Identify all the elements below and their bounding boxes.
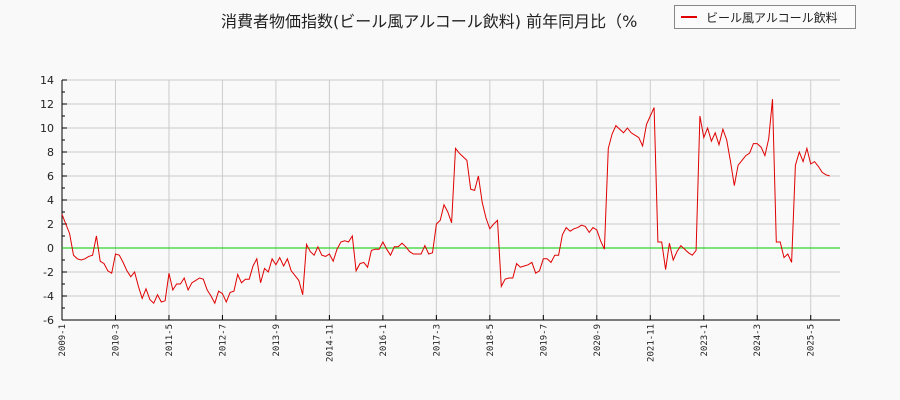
y-tick-label: -6	[43, 314, 54, 327]
legend-swatch-icon	[681, 16, 697, 18]
x-tick-label: 2019-7	[539, 324, 549, 357]
x-tick-label: 2012-7	[218, 324, 228, 357]
x-tick-label: 2025-5	[807, 324, 817, 357]
x-tick-label: 2016-1	[379, 324, 389, 357]
x-tick-label: 2023-1	[700, 324, 710, 357]
y-tick-label: -4	[43, 290, 54, 303]
y-tick-label: 6	[47, 170, 54, 183]
series-line	[61, 99, 830, 305]
x-tick-label: 2009-1	[58, 324, 68, 357]
y-tick-label: 12	[40, 98, 54, 111]
x-tick-label: 2018-5	[486, 324, 496, 357]
x-tick-label: 2014-11	[325, 324, 335, 362]
y-tick-label: 10	[40, 122, 54, 135]
x-tick-label: 2010-3	[111, 324, 121, 357]
y-tick-label: 2	[47, 218, 54, 231]
x-tick-label: 2017-3	[432, 324, 442, 357]
y-tick-label: 4	[47, 194, 54, 207]
y-tick-label: 14	[40, 74, 54, 87]
x-tick-label: 2021-11	[646, 324, 656, 362]
x-tick-label: 2024-3	[753, 324, 763, 357]
x-tick-label: 2013-9	[272, 324, 282, 357]
y-tick-label: 8	[47, 146, 54, 159]
x-tick-label: 2011-5	[165, 324, 175, 357]
y-tick-label: 0	[47, 242, 54, 255]
chart-title: 消費者物価指数(ビール風アルコール飲料) 前年同月比（%	[221, 12, 638, 31]
axes: -6 -4 -2 0 2 4 6 8 10 12 14 2009-1 2010-3 2011-5 2012-…	[40, 74, 840, 362]
legend: ビール風アルコール飲料	[674, 5, 856, 29]
x-tick-label: 2020-9	[593, 324, 603, 357]
y-tick-label: -2	[43, 266, 54, 279]
legend-label: ビール風アルコール飲料	[706, 10, 838, 25]
